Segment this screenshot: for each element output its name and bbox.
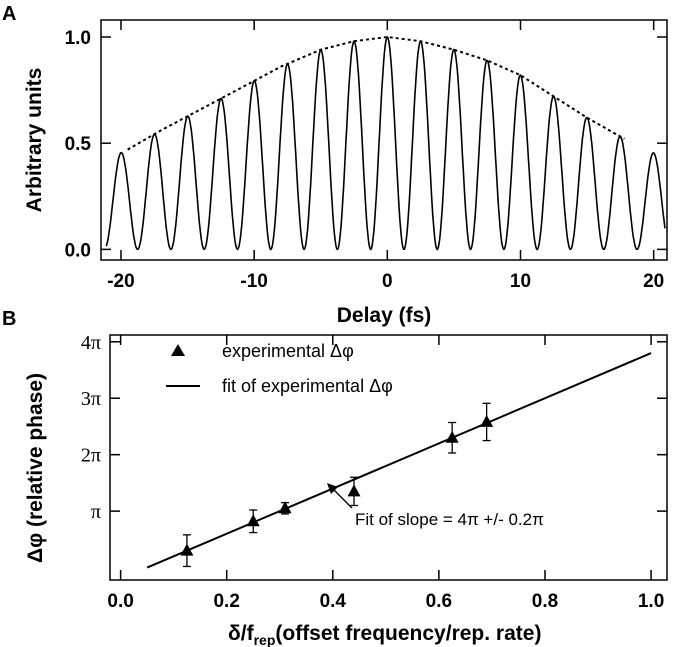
x-label-subscript: rep	[254, 632, 276, 647]
annotation-arrow-head	[327, 483, 338, 494]
data-point-triangle	[278, 501, 292, 514]
panel-a-y-tick-label: 0.0	[65, 240, 91, 261]
panel-b-x-tick-label: 0.4	[320, 591, 347, 612]
panel-b-legend: experimental Δφ fit of experimental Δφ	[166, 341, 393, 396]
panel-b-y-axis: π 2π 3π 4π	[81, 332, 667, 523]
panel-b-x-axis: 0.0 0.2 0.4 0.6 0.8 1.0	[107, 335, 664, 612]
data-point-triangle	[347, 484, 361, 497]
panel-a-x-label: Delay (fs)	[337, 304, 432, 327]
panel-a-x-tick-label: -10	[240, 271, 267, 292]
panel-a-envelope-line	[127, 35, 625, 151]
data-point-triangle	[445, 430, 459, 443]
panel-a-label: A	[2, 3, 16, 25]
legend-triangle-marker	[171, 344, 185, 356]
panel-a-interference-signal	[105, 36, 666, 251]
panel-b-x-tick-label: 0.6	[426, 591, 452, 612]
panel-a-y-tick-label: 1.0	[65, 28, 91, 49]
x-label-suffix: (offset frequency/rep. rate)	[275, 622, 541, 645]
panel-a-y-axis: 0.0 0.5 1.0	[65, 28, 667, 261]
panel-a-x-tick-label: 20	[643, 271, 664, 292]
panel-b-x-tick-label: 1.0	[638, 591, 664, 612]
panel-b-x-tick-label: 0.0	[107, 591, 133, 612]
legend-entry-fit: fit of experimental Δφ	[222, 376, 393, 396]
panel-b-label: B	[2, 308, 16, 330]
panel-b-data-points	[180, 402, 494, 568]
panel-a-x-tick-label: 10	[510, 271, 531, 292]
panel-b-y-tick-label: π	[91, 501, 101, 523]
data-point-triangle	[180, 543, 194, 556]
panel-b-frame	[109, 334, 668, 581]
x-label-main: δ/f	[228, 622, 255, 645]
data-point-triangle	[246, 514, 260, 527]
legend-entry-experimental: experimental Δφ	[222, 341, 354, 361]
panel-b-y-tick-label: 2π	[81, 445, 101, 467]
panel-b-x-tick-label: 0.2	[213, 591, 239, 612]
panel-a-y-tick-label: 0.5	[65, 134, 92, 155]
panel-a-frame	[100, 19, 668, 261]
panel-b-x-tick-label: 0.8	[532, 591, 558, 612]
annotation-arrow-shaft	[332, 488, 353, 509]
panel-b-y-tick-label: 3π	[81, 388, 101, 410]
panel-b-y-tick-label: 4π	[81, 332, 101, 354]
panel-a-x-tick-label: -20	[107, 271, 134, 292]
panel-b-fit-line	[146, 352, 652, 569]
panel-a-y-label: Arbitrary units	[23, 68, 46, 213]
panel-a-x-axis: -20 -10 0 10 20	[107, 20, 664, 292]
data-point-triangle	[480, 414, 494, 427]
panel-b-annotation: Fit of slope = 4π +/- 0.2π	[355, 510, 544, 529]
panel-b-y-label: Δφ (relative phase)	[24, 373, 47, 563]
panel-a-x-tick-label: 0	[382, 271, 393, 292]
panel-b-x-label: δ/frep(offset frequency/rep. rate)	[228, 622, 541, 647]
